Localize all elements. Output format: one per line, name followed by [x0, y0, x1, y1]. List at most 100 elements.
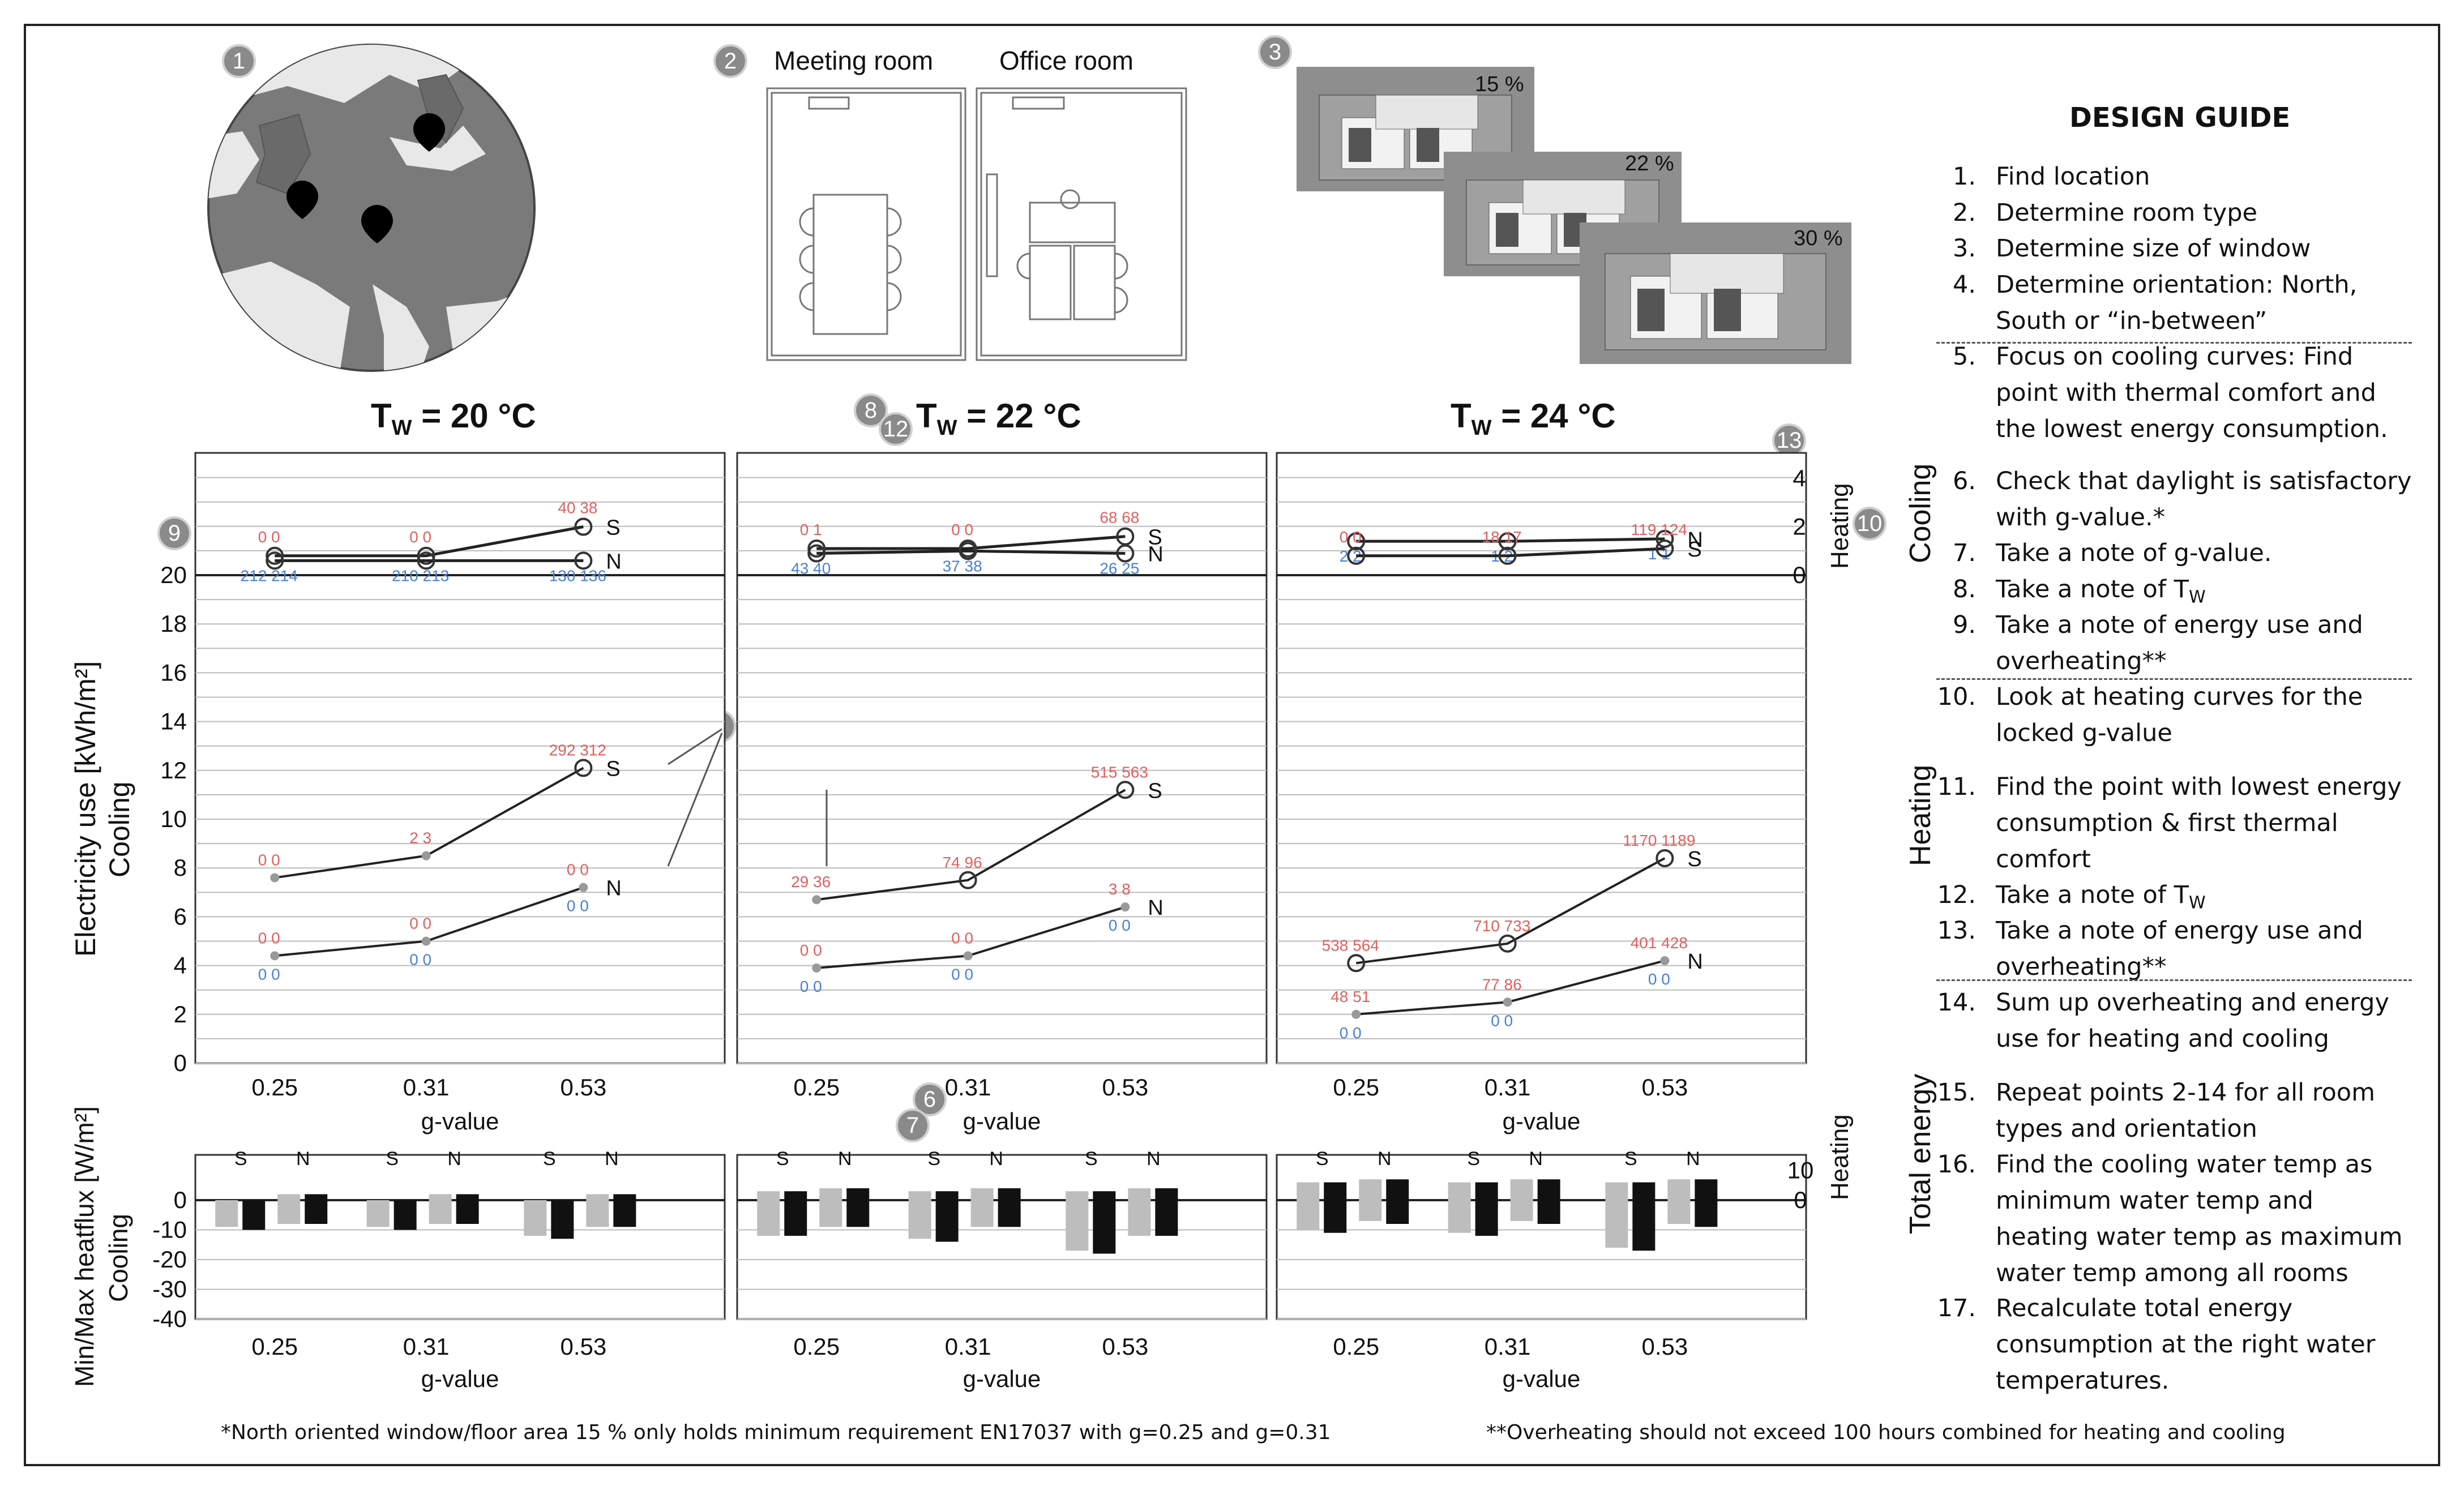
badge-1: 1 — [222, 44, 256, 78]
cooling-point — [421, 936, 431, 946]
y-tick-label: 16 — [160, 659, 187, 686]
x-tick-label: 0.53 — [560, 1333, 606, 1360]
x-axis-title: g-value — [421, 1365, 499, 1392]
flux-heating-tick-label: 10 — [1787, 1157, 1814, 1184]
header-tw-22: TW = 22 °C — [916, 397, 1081, 440]
bar-series-name: N — [447, 1148, 461, 1170]
guide-divider — [1936, 979, 2412, 981]
cooling-point — [574, 759, 593, 777]
bar-black — [846, 1188, 870, 1227]
series-name: S — [1687, 538, 1701, 562]
flux-panel — [736, 1154, 1268, 1320]
bar-series-name: N — [1529, 1148, 1543, 1170]
bar-series-name: S — [234, 1148, 247, 1170]
bar-series-name: N — [1378, 1148, 1392, 1170]
x-tick-label: 0.53 — [1102, 1333, 1148, 1360]
heating-tick-label: 2 — [1793, 513, 1806, 540]
label-red: 0 0 — [258, 851, 280, 868]
footnote-overheating: **Overheating should not exceed 100 hour… — [1486, 1421, 2286, 1444]
x-tick-label: 0.53 — [1641, 1333, 1688, 1360]
heating-point — [807, 539, 826, 558]
x-tick-label: 0.25 — [251, 1333, 298, 1360]
label-blue: 37 38 — [943, 557, 982, 575]
bar-series-name: N — [605, 1148, 619, 1170]
location-pin-icon — [286, 181, 318, 219]
guide-step: 2. Determine room type — [1936, 195, 2412, 231]
badge-13: 13 — [1772, 423, 1806, 457]
guide-step: 3. Determine size of window — [1936, 230, 2412, 267]
badge-3: 3 — [1258, 35, 1292, 69]
guide-step: 4. Determine orientation: North, South or… — [1936, 267, 2412, 339]
y-tick-label: 10 — [160, 806, 187, 832]
guide-step-text: Take a note of g-value. — [1996, 539, 2272, 567]
design-guide-title: DESIGN GUIDE — [2069, 102, 2291, 134]
guide-step-number: 9. — [1952, 611, 1976, 639]
guide-step-number: 1. — [1952, 162, 1976, 191]
cooling-line-S — [1355, 857, 1666, 965]
bar-grey — [819, 1188, 842, 1227]
bar-series-name: S — [1316, 1148, 1329, 1170]
bar-black — [998, 1188, 1021, 1227]
heating-line-N — [816, 549, 1126, 555]
header-tw-20: TW = 20 °C — [371, 397, 536, 440]
guide-step: 6. Check that daylight is satisfactory wi… — [1936, 463, 2412, 536]
window-30-label: 30 % — [1794, 226, 1843, 250]
guide-step-text: Focus on cooling curves: Find point with… — [1996, 342, 2388, 443]
badge-2: 2 — [713, 44, 747, 78]
label-red: 515 563 — [1091, 763, 1148, 781]
header-tw-24: TW = 24 °C — [1451, 397, 1616, 440]
guide-step-number: 4. — [1952, 270, 1976, 299]
guide-divider — [1936, 678, 2412, 680]
bar-grey — [1359, 1179, 1382, 1221]
bar-grey — [366, 1200, 390, 1227]
flux-y-tick-label: -10 — [152, 1217, 187, 1243]
bar-black — [1155, 1188, 1178, 1236]
y-tick-label: 2 — [174, 1001, 187, 1027]
label-blue: 0 0 — [1648, 970, 1670, 988]
window-size-renders — [1297, 67, 1851, 364]
guide-step-text: Take a note of energy use and overheatin… — [1996, 917, 2363, 981]
flux-y-tick-label: -20 — [152, 1246, 187, 1273]
series-name: N — [1687, 950, 1702, 974]
guide-side-heating: Heating — [1904, 764, 1937, 866]
bar-black — [1695, 1179, 1718, 1227]
series-name: S — [606, 757, 620, 781]
cooling-point — [1656, 849, 1674, 867]
guide-step-text: Take a note of TW — [1996, 880, 2206, 913]
label-red: 18 17 — [1482, 528, 1522, 546]
x-axis-title: g-value — [421, 1108, 499, 1134]
label-red: 77 86 — [1482, 975, 1522, 993]
location-pin-icon — [361, 205, 393, 243]
badge-10: 10 — [1853, 507, 1886, 541]
label-red: 0 0 — [409, 915, 431, 932]
x-tick-label: 0.25 — [793, 1333, 840, 1360]
cooling-point — [963, 951, 973, 961]
bar-black — [1537, 1179, 1560, 1224]
cooling-point — [1116, 781, 1135, 799]
bar-series-name: S — [543, 1148, 556, 1170]
bar-black — [1475, 1182, 1498, 1236]
bar-black — [242, 1200, 266, 1230]
guide-step-text: Determine size of window — [1996, 234, 2311, 263]
heating-tick-label: 4 — [1793, 465, 1806, 491]
guide-step-text: Determine orientation: North, South or “… — [1996, 270, 2358, 335]
series-name: N — [606, 877, 621, 901]
label-red: 1170 1189 — [1623, 832, 1695, 849]
label-red: 48 51 — [1331, 988, 1370, 1005]
office-room-label: Office room — [999, 46, 1133, 75]
guide-side-cooling: Cooling — [1904, 463, 1937, 563]
bar-series-name: S — [386, 1148, 399, 1170]
heating-line-S — [275, 525, 584, 558]
guide-step-number: 10. — [1937, 683, 1976, 711]
series-name: S — [1148, 526, 1162, 550]
x-tick-label: 0.25 — [1333, 1074, 1379, 1101]
bar-black — [784, 1191, 807, 1236]
guide-step-number: 2. — [1952, 198, 1976, 227]
label-blue: 130 136 — [549, 567, 606, 584]
guide-step-text: Determine room type — [1996, 198, 2257, 227]
label-red: 710 733 — [1473, 917, 1530, 935]
series-name: S — [1687, 847, 1701, 871]
y-tick-label: 6 — [174, 903, 187, 930]
bar-grey — [1297, 1182, 1320, 1230]
